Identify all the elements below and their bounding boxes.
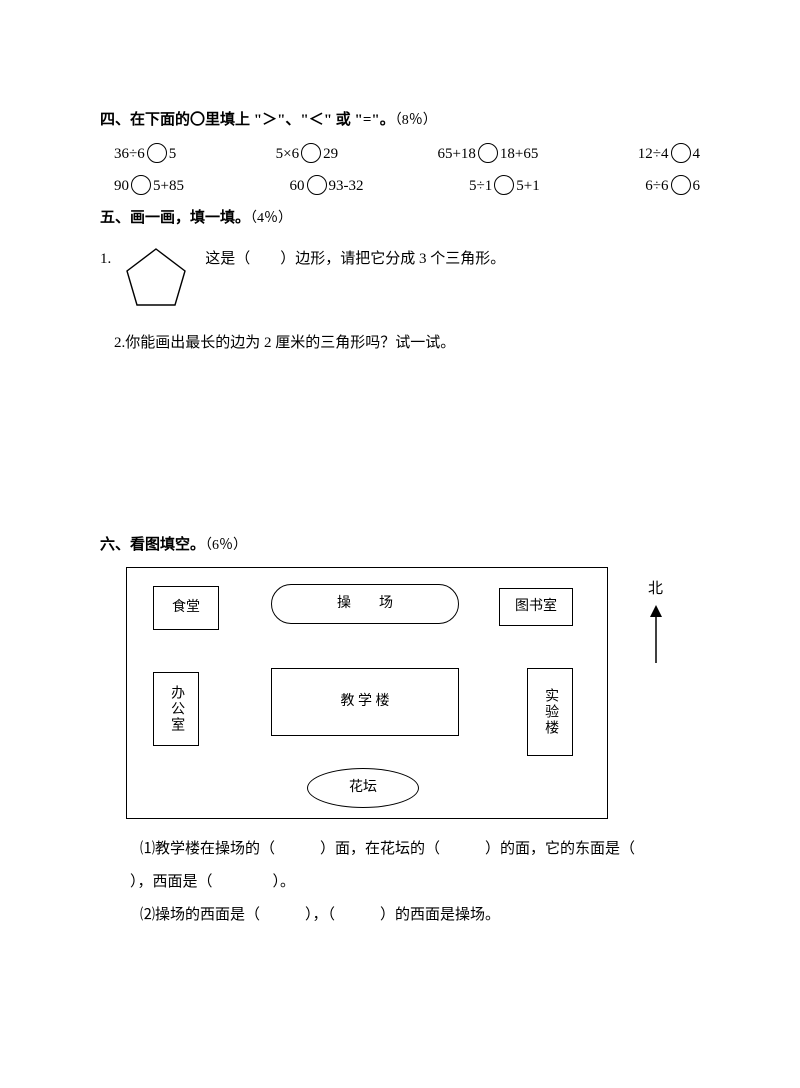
pentagon-shape — [121, 245, 191, 311]
text: 36÷6 — [114, 142, 145, 166]
label: 办公室 — [167, 685, 185, 733]
map-container: 食堂 操 场 图书室 办公室 教 学 楼 实验楼 花坛 北 — [100, 567, 710, 819]
s5-q2: 2.你能画出最长的边为 2 厘米的三角形吗？试一试。 — [114, 331, 710, 355]
s4-r1-a[interactable]: 36÷6 5 — [114, 142, 176, 166]
s6-title-text: 六、看图填空。 — [100, 537, 205, 553]
s4-r2-d[interactable]: 6÷6 6 — [645, 174, 700, 198]
pentagon-poly — [127, 249, 185, 305]
s4-title-text: 四、在下面的〇里填上 "＞"、"＜" 或 "="。 — [100, 112, 395, 128]
label: 图书室 — [515, 598, 557, 616]
school-map: 食堂 操 场 图书室 办公室 教 学 楼 实验楼 花坛 — [126, 567, 608, 819]
label: 花坛 — [349, 779, 377, 797]
s4-r1-b[interactable]: 5×6 29 — [276, 142, 338, 166]
north-arrow-icon — [649, 605, 663, 665]
s4-r1-c[interactable]: 65+18 18+65 — [437, 142, 538, 166]
blank-circle[interactable] — [307, 175, 327, 195]
text: 12÷4 — [638, 142, 669, 166]
section6-title: 六、看图填空。（6％） — [100, 533, 710, 557]
section4-title: 四、在下面的〇里填上 "＞"、"＜" 或 "="。（8％） — [100, 108, 710, 132]
north-indicator: 北 — [648, 567, 663, 665]
blank-circle[interactable] — [301, 143, 321, 163]
north-label: 北 — [648, 581, 663, 597]
map-canteen: 食堂 — [153, 586, 219, 630]
s6-questions: ⑴教学楼在操场的（ ）面，在花坛的（ ）的面，它的东面是（ ），西面是（ ）。 … — [140, 833, 710, 932]
text: 4 — [693, 142, 701, 166]
s5-pct: （4％） — [250, 211, 292, 226]
text: 5+85 — [153, 174, 184, 198]
s6-q2: ⑵操场的西面是（ ），（ ）的西面是操场。 — [140, 899, 710, 932]
blank-circle[interactable] — [494, 175, 514, 195]
map-playground: 操 场 — [271, 584, 459, 624]
label: 教 学 楼 — [341, 693, 390, 711]
text: 5×6 — [276, 142, 299, 166]
s5-q1-num: 1. — [100, 241, 111, 271]
page: 四、在下面的〇里填上 "＞"、"＜" 或 "="。（8％） 36÷6 5 5×6 2… — [0, 0, 800, 992]
s4-r1-d[interactable]: 12÷4 4 — [638, 142, 700, 166]
map-lab: 实验楼 — [527, 668, 573, 756]
label: 实验楼 — [541, 688, 559, 736]
section5-title: 五、画一画，填一填。（4％） — [100, 206, 710, 230]
text: 65+18 — [437, 142, 475, 166]
text: 6÷6 — [645, 174, 668, 198]
map-teaching: 教 学 楼 — [271, 668, 459, 736]
text: 93-32 — [329, 174, 364, 198]
map-library: 图书室 — [499, 588, 573, 626]
label: 操 场 — [337, 595, 393, 613]
text: 18+65 — [500, 142, 538, 166]
text: 29 — [323, 142, 338, 166]
text: 90 — [114, 174, 129, 198]
s4-row2: 90 5+85 60 93-32 5÷1 5+1 6÷6 6 — [114, 174, 700, 198]
label: 食堂 — [172, 599, 200, 617]
blank-circle[interactable] — [671, 175, 691, 195]
map-flowerbed: 花坛 — [307, 768, 419, 808]
s6-q1-line1: ⑴教学楼在操场的（ ）面，在花坛的（ ）的面，它的东面是（ — [140, 833, 710, 866]
s5-title-text: 五、画一画，填一填。 — [100, 210, 250, 226]
blank-circle[interactable] — [478, 143, 498, 163]
s6-q1-line2: ），西面是（ ）。 — [130, 866, 710, 899]
drawing-space[interactable] — [100, 355, 710, 525]
blank-circle[interactable] — [671, 143, 691, 163]
s4-r2-b[interactable]: 60 93-32 — [290, 174, 364, 198]
s4-r2-a[interactable]: 90 5+85 — [114, 174, 184, 198]
text: 5÷1 — [469, 174, 492, 198]
text: 5+1 — [516, 174, 539, 198]
s4-row1: 36÷6 5 5×6 29 65+18 18+65 12÷4 4 — [114, 142, 700, 166]
blank-circle[interactable] — [131, 175, 151, 195]
blank-circle[interactable] — [147, 143, 167, 163]
text: 5 — [169, 142, 177, 166]
s6-pct: （6％） — [205, 538, 247, 553]
text: 60 — [290, 174, 305, 198]
s4-pct: （8％） — [395, 113, 437, 128]
s4-r2-c[interactable]: 5÷1 5+1 — [469, 174, 540, 198]
s5-q1-text: 这是（ ）边形，请把它分成 3 个三角形。 — [205, 241, 505, 271]
map-office: 办公室 — [153, 672, 199, 746]
text: 6 — [693, 174, 701, 198]
s5-q1: 1. 这是（ ）边形，请把它分成 3 个三角形。 — [100, 241, 710, 315]
